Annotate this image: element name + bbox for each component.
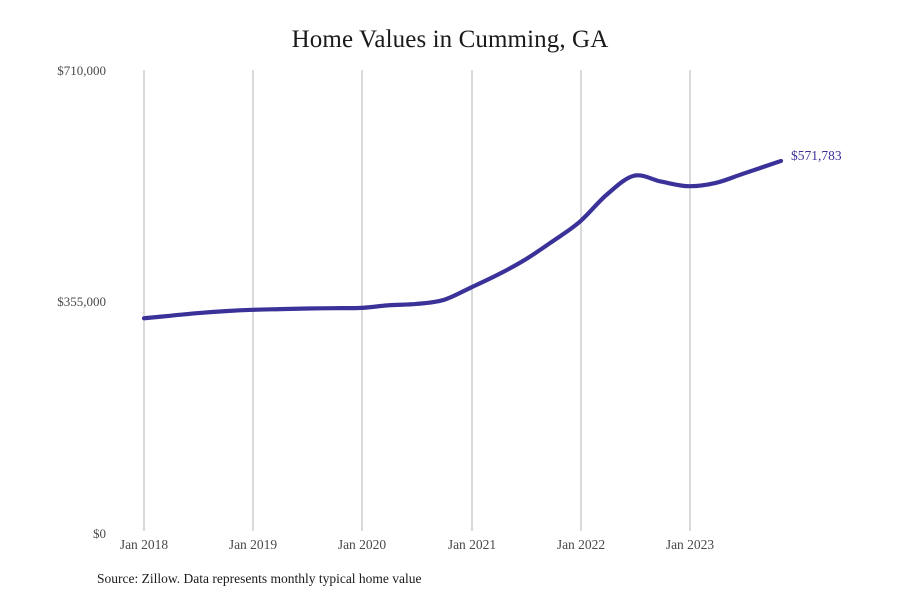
y-axis-tick-label-top: $710,000 <box>57 63 106 78</box>
end-value-annotation: $571,783 <box>791 148 842 163</box>
y-axis-tick-label-bottom: $0 <box>93 526 106 541</box>
x-axis-tick-label-jan-2018: Jan 2018 <box>119 537 169 552</box>
x-axis-tick-label-jan-2021: Jan 2021 <box>447 537 497 552</box>
x-axis-tick-label-jan-2022: Jan 2022 <box>556 537 606 552</box>
line-series-typical-home-value <box>141 158 784 321</box>
x-axis-tick-label-jan-2020: Jan 2020 <box>337 537 387 552</box>
x-axis-tick-label-jan-2019: Jan 2019 <box>228 537 278 552</box>
y-axis-tick-label-mid: $355,000 <box>57 294 106 309</box>
chart-title: Home Values in Cumming, GA <box>291 26 609 53</box>
gridlines <box>143 70 691 531</box>
source-note: Source: Zillow. Data represents monthly … <box>97 571 422 586</box>
x-axis-tick-label-jan-2023: Jan 2023 <box>665 537 715 552</box>
